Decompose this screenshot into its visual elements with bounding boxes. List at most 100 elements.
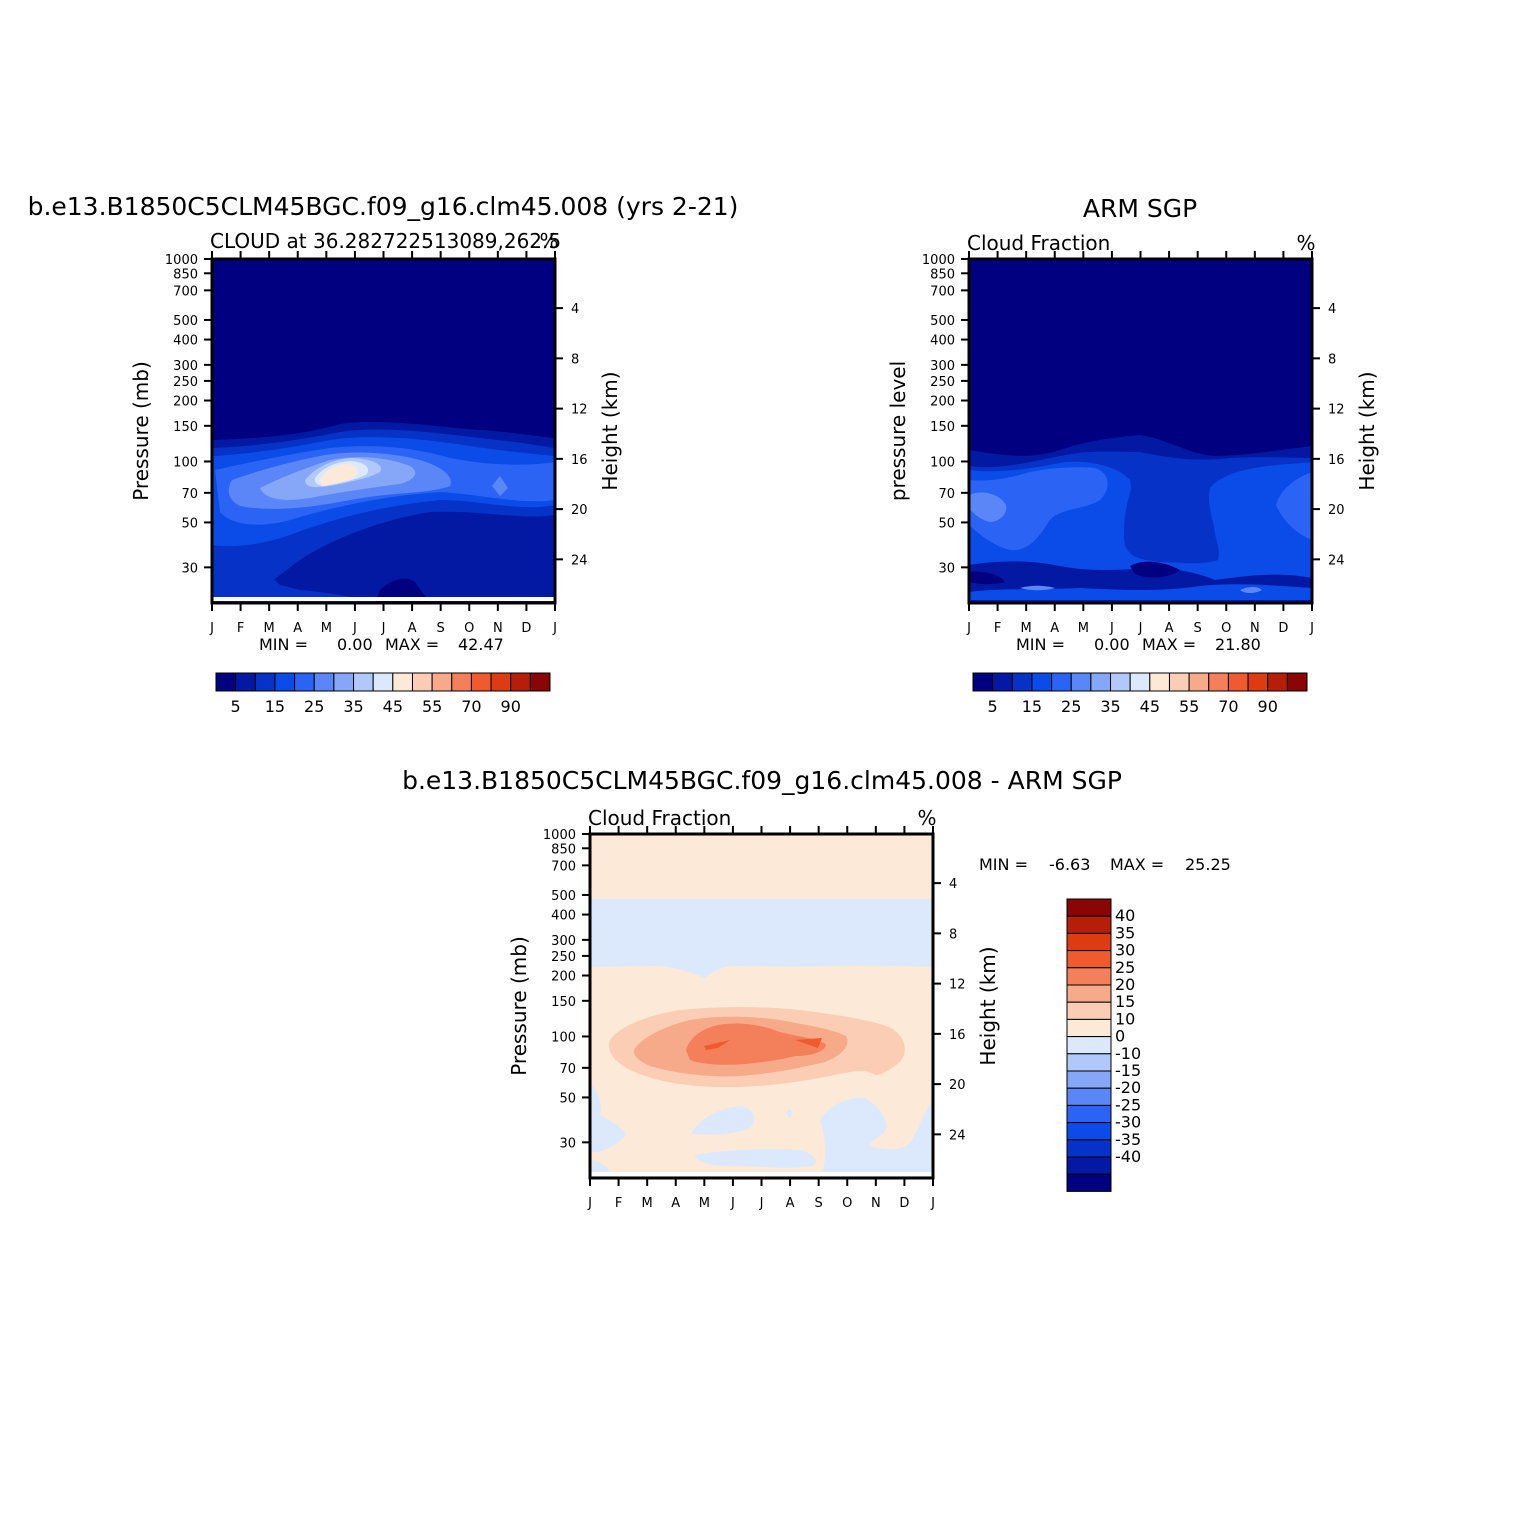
- panel-obs-colorbar-label: 35: [1100, 697, 1120, 716]
- panel-diff-colorbar-label: -10: [1115, 1044, 1141, 1063]
- panel-model-colorbar-label: 15: [265, 697, 285, 716]
- panel-diff-axes-xtick-label: J: [759, 1196, 764, 1211]
- panel-diff-colorbar-swatch: [1066, 967, 1112, 986]
- panel-diff-axes-ptick-label: 500: [551, 889, 576, 904]
- panel-obs-axes-xtick-label: F: [994, 621, 1001, 636]
- panel-obs-minmax: MIN = 0.00 MAX = 21.80: [1016, 635, 1261, 654]
- panel-diff-colorbar-swatch: [1066, 1018, 1112, 1038]
- panel-obs-colorbar-label: 25: [1061, 697, 1081, 716]
- panel-obs-colorbar-swatch: [1110, 672, 1131, 692]
- panel-model-axes-ptick-label: 100: [173, 455, 198, 470]
- panel-diff-axes-xtick-label: N: [871, 1196, 881, 1211]
- panel-obs-subtitle: Cloud Fraction: [967, 231, 1110, 255]
- diff-neg-lower-left: [590, 1084, 626, 1152]
- obs-level-4-low: [969, 584, 1312, 600]
- panel-model-axes-xtick-label: O: [464, 621, 474, 636]
- panel-model-axes-xtick-label: A: [293, 621, 302, 636]
- obs-level-1-low-left: [969, 571, 1005, 585]
- panel-diff: b.e13.B1850C5CLM45BGC.f09_g16.clm45.008 …: [402, 766, 1231, 1211]
- panel-diff-axes-xtick-label: D: [899, 1196, 909, 1211]
- panel-model-colorbar-swatch: [254, 672, 276, 692]
- contour-level-10: [320, 464, 358, 486]
- panel-obs-colorbar-swatch: [1168, 672, 1190, 692]
- panel-diff-title: b.e13.B1850C5CLM45BGC.f09_g16.clm45.008 …: [402, 766, 1122, 795]
- panel-model-axes-ptick-label: 1000: [165, 253, 198, 268]
- diff-neg-lower-right: [820, 1097, 933, 1178]
- panel-diff-axes-ptick-label: 1000: [543, 828, 576, 843]
- panel-diff-colorbar-label: -15: [1115, 1061, 1141, 1080]
- panel-obs-axes-xtick-label: N: [1250, 621, 1260, 636]
- panel-diff-colorbar-swatch: [1066, 950, 1112, 969]
- panel-obs-axes-xtick-label: J: [1109, 621, 1114, 636]
- panel-diff-colorbar-swatch: [1066, 1001, 1112, 1020]
- panel-obs-colorbar-swatch: [1208, 672, 1229, 692]
- panel-model-colorbar-label: 90: [501, 697, 521, 716]
- panel-model-axes-ptick-label: 400: [173, 334, 198, 349]
- panel-diff-min-label: MIN =: [979, 855, 1028, 874]
- panel-model-units: %: [539, 229, 558, 253]
- panel-obs-axes-xtick-label: J: [966, 621, 971, 636]
- panel-diff-axes-xtick-label: J: [930, 1196, 935, 1211]
- panel-model-minmax: MIN = 0.00 MAX = 42.47: [259, 635, 504, 654]
- surface-band: [212, 597, 555, 601]
- panel-model-ylabel: Pressure (mb): [129, 361, 153, 501]
- panel-model-colorbar-label: 25: [304, 697, 324, 716]
- obs-level-1-low: [1130, 561, 1180, 578]
- panel-diff-axes-ptick-label: 30: [559, 1136, 576, 1151]
- panel-obs-axes-ptick-label: 100: [930, 455, 955, 470]
- panel-model-max-value: 42.47: [458, 635, 504, 654]
- panel-diff-axes-htick-label: 4: [949, 877, 957, 892]
- panel-obs-axes-xtick-label: A: [1050, 621, 1059, 636]
- panel-model-colorbar-swatch: [274, 672, 296, 692]
- panel-obs-min-label: MIN =: [1016, 635, 1065, 654]
- panel-model-axes-ptick-label: 50: [181, 516, 198, 531]
- panel-model-colorbar-label: 45: [383, 697, 403, 716]
- panel-diff-axes-htick-label: 16: [949, 1028, 966, 1043]
- panel-diff-axes-ptick-label: 100: [551, 1030, 576, 1045]
- panel-obs-axes-xtick-label: D: [1278, 621, 1288, 636]
- panel-model-axes-ptick-label: 250: [173, 375, 198, 390]
- panel-model-colorbar-swatch: [372, 672, 394, 692]
- contour-level-6-blob: [492, 476, 508, 496]
- panel-obs-colorbar-swatch: [1031, 672, 1053, 692]
- panel-diff-ylabel: Pressure (mb): [507, 936, 531, 1076]
- panel-diff-axes-htick-label: 12: [949, 978, 966, 993]
- panel-model-axes-ptick-label: 70: [181, 487, 198, 502]
- panel-model-axes-xtick-label: S: [437, 621, 445, 636]
- panel-obs-axes-xtick-label: J: [1309, 621, 1314, 636]
- panel-diff-colorbar-label: -25: [1115, 1095, 1141, 1114]
- panel-model-axes-htick-label: 4: [571, 302, 579, 317]
- panel-obs-axes-ptick-label: 30: [938, 561, 955, 576]
- panel-obs-axes-xtick-label: O: [1221, 621, 1231, 636]
- panel-model-axes-htick-label: 16: [571, 453, 588, 468]
- obs-level-5-right: [1276, 472, 1312, 540]
- panel-diff-axes-xtick-label: J: [587, 1196, 592, 1211]
- panel-obs-colorbar-swatch: [1286, 672, 1308, 692]
- panel-model-min-label: MIN =: [259, 635, 308, 654]
- panel-model-axes-ptick-label: 850: [173, 267, 198, 282]
- panel-model-colorbar-label: 70: [461, 697, 481, 716]
- panel-model-axes-xtick-label: F: [237, 621, 244, 636]
- panel-obs-ylabel-right: Height (km): [1355, 371, 1379, 490]
- panel-diff-colorbar-swatch: [1066, 1053, 1112, 1072]
- panel-obs-colorbar-label: 55: [1179, 697, 1199, 716]
- diff-surface-band: [590, 1172, 933, 1176]
- panel-diff-colorbar-swatch: [1066, 1087, 1112, 1106]
- panel-obs-axes-htick-label: 8: [1328, 352, 1336, 367]
- panel-model-axes-htick-label: 20: [571, 503, 588, 518]
- panel-obs-axes-xtick-label: J: [1138, 621, 1143, 636]
- panel-model-max-label: MAX =: [385, 635, 439, 654]
- panel-diff-colorbar-label: 20: [1115, 975, 1135, 994]
- obs-level-6-low: [1020, 585, 1262, 593]
- panel-obs-axes-ptick-label: 1000: [922, 253, 955, 268]
- panel-diff-axes-xtick-label: J: [730, 1196, 735, 1211]
- panel-model-axes-xtick-label: J: [209, 621, 214, 636]
- panel-model-colorbar-swatch: [451, 672, 472, 692]
- panel-model-subtitle: CLOUD at 36.282722513089,262.5: [210, 229, 561, 253]
- panel-obs-axes-xtick-label: A: [1165, 621, 1174, 636]
- panel-model-axes-xtick-label: J: [352, 621, 357, 636]
- panel-model-colorbar-swatch: [294, 672, 315, 692]
- panel-obs-colorbar-swatch: [1051, 672, 1072, 692]
